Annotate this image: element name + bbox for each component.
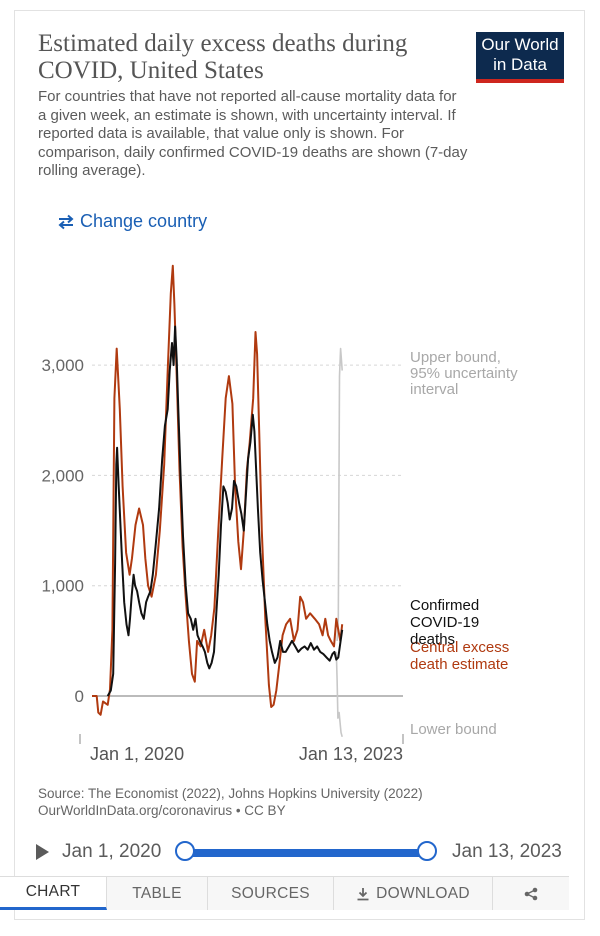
series-label: Upper bound, 95% uncertainty interval	[410, 349, 518, 398]
series-label-line: Central excess	[410, 639, 509, 656]
series-label-line: Confirmed	[410, 597, 479, 614]
download-label: DOWNLOAD	[376, 884, 470, 902]
source-note: Source: The Economist (2022), Johns Hopk…	[38, 785, 558, 819]
timeline-end-label: Jan 13, 2023	[452, 841, 562, 862]
timeline-end-handle[interactable]	[417, 841, 437, 861]
timeline: Jan 1, 2020 Jan 13, 2023	[36, 836, 576, 870]
series-line-lower-bound	[335, 651, 343, 738]
change-country-label: Change country	[80, 211, 208, 231]
share-icon	[524, 887, 538, 900]
timeline-track[interactable]	[186, 849, 428, 857]
tab-share[interactable]	[493, 877, 569, 910]
timeline-start-handle[interactable]	[175, 841, 195, 861]
series-line-confirmed-covid-19-deaths	[106, 325, 344, 697]
logo-line-2: in Data	[493, 55, 547, 74]
logo-line-1: Our World	[481, 35, 559, 54]
timeline-start-label: Jan 1, 2020	[62, 841, 162, 862]
series-label-line: Lower bound	[410, 721, 497, 738]
y-tick-label: 3,000	[41, 356, 84, 375]
change-country-button[interactable]: Change country	[56, 211, 207, 232]
series-label-line: deaths	[410, 631, 455, 648]
tab-bar: CHART TABLE SOURCES DOWNLOAD	[0, 876, 569, 910]
series-label-line: COVID-19	[410, 614, 479, 631]
tab-download[interactable]: DOWNLOAD	[334, 877, 493, 910]
x-tick-label: Jan 13, 2023	[299, 744, 403, 764]
series-label: Lower bound	[410, 721, 497, 738]
y-tick-label: 0	[75, 687, 84, 706]
y-tick-label: 1,000	[41, 577, 84, 596]
source-line-2[interactable]: OurWorldInData.org/coronavirus • CC BY	[38, 803, 286, 818]
y-tick-label: 2,000	[41, 466, 84, 485]
chart-card	[14, 10, 585, 920]
tab-chart[interactable]: CHART	[0, 877, 107, 910]
series-label: Confirmed COVID-19 deaths	[410, 597, 479, 648]
series-line-upper-bound-95-uncertainty-interval	[336, 347, 343, 641]
chart-subtitle: For countries that have not reported all…	[38, 88, 468, 179]
tab-sources[interactable]: SOURCES	[208, 877, 334, 910]
line-chart: 0 1,000 2,000 3,000 Jan 1, 2020 Jan 13, 2023 C…	[41, 264, 518, 764]
series-label: Central excess death estimate	[410, 639, 509, 673]
series-line-central-excess-death-estimate	[92, 264, 344, 716]
source-line-1: Source: The Economist (2022), Johns Hopk…	[38, 786, 423, 801]
swap-arrows-icon	[58, 214, 74, 229]
series-label-line: Upper bound,	[410, 349, 501, 366]
owid-logo[interactable]: Our World in Data	[476, 32, 564, 83]
download-icon	[357, 887, 369, 900]
play-icon[interactable]	[36, 844, 49, 860]
tab-table[interactable]: TABLE	[107, 877, 208, 910]
chart-title: Estimated daily excess deaths during COV…	[38, 30, 408, 84]
series-label-line: 95% uncertainty	[410, 365, 518, 382]
series-label-line: interval	[410, 381, 458, 398]
series-label-line: death estimate	[410, 656, 508, 673]
x-tick-label: Jan 1, 2020	[90, 744, 184, 764]
